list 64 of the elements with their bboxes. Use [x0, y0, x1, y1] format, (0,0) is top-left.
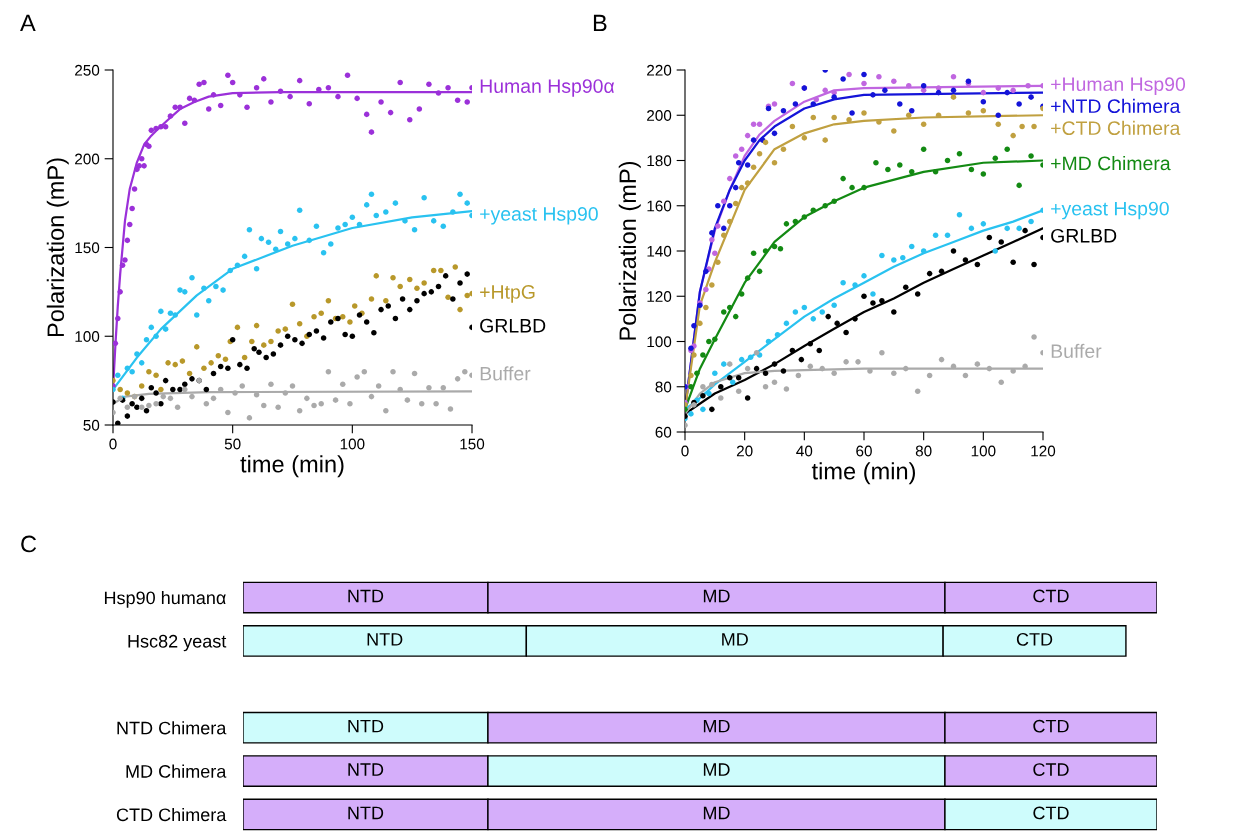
text: MD: [703, 806, 730, 820]
series-label: CTD: [1033, 589, 1069, 603]
y-tick-label: Hsp90 humanα: [104, 590, 226, 608]
y-tick-label: 180: [647, 155, 672, 167]
y-tick-label: 100: [647, 336, 672, 348]
y-tick-label: 200: [75, 153, 100, 165]
series-label: +yeast Hsp90: [1051, 201, 1169, 220]
y-tick-label: 140: [647, 245, 672, 257]
y-tick-label: 250: [75, 64, 100, 76]
text: C: [21, 535, 37, 553]
series-label: GRLBD: [480, 318, 546, 333]
y-tick-label: 160: [647, 200, 672, 212]
series-label: MD: [703, 589, 730, 603]
x-tick-label: 0: [109, 438, 117, 450]
text: CTD: [1033, 806, 1069, 820]
text: NTD: [367, 633, 403, 646]
x-tick-label: 80: [915, 445, 932, 457]
text: MD: [722, 633, 748, 646]
text: CTD: [1033, 719, 1069, 733]
series-label: GRLBD: [1051, 228, 1117, 243]
text: CTD: [1016, 632, 1053, 646]
text: NTD: [348, 806, 384, 820]
y-tick-label: 60: [655, 426, 672, 438]
y-tick-label: 100: [75, 331, 100, 342]
y-tick-label: MD Chimera: [126, 764, 227, 778]
y-tick-label: 80: [655, 381, 672, 393]
series-label: NTD: [348, 589, 384, 603]
text: A: [20, 14, 36, 32]
y-axis-title: Polarization (mP): [618, 161, 641, 340]
y-tick-label: NTD Chimera: [117, 721, 227, 735]
x-tick-label: 100: [340, 438, 365, 450]
x-tick-label: 150: [460, 438, 485, 450]
x-axis-title: time (min): [240, 455, 344, 478]
text: CTD: [1033, 763, 1069, 776]
series-label: Buffer: [1051, 343, 1102, 359]
text: B: [593, 14, 607, 32]
x-axis-title: time (min): [811, 462, 916, 485]
x-tick-label: 0: [681, 445, 689, 457]
series-label: +CTD Chimera: [1051, 120, 1181, 136]
text: NTD: [348, 719, 384, 733]
x-tick-label: 120: [1031, 445, 1056, 457]
text: NTD: [348, 763, 384, 776]
x-tick-label: 40: [796, 445, 813, 457]
text: MD: [703, 719, 730, 733]
text: MD: [703, 763, 730, 776]
series-label: +HtpG: [480, 285, 535, 303]
y-tick-label: Hsc82 yeast: [128, 634, 227, 652]
x-tick-label: 20: [736, 445, 753, 457]
x-tick-label: 100: [971, 445, 996, 457]
series-label: +Human Hsp90: [1051, 77, 1186, 95]
y-tick-label: 50: [83, 419, 100, 431]
y-tick-label: 120: [647, 291, 672, 302]
series-label: Buffer: [480, 366, 531, 381]
y-axis-title: Polarization (mP): [46, 158, 69, 337]
series-label: Human Hsp90α: [480, 79, 615, 97]
series-label: +MD Chimera: [1051, 155, 1171, 171]
x-tick-label: 50: [224, 438, 241, 450]
y-tick-label: CTD Chimera: [116, 807, 227, 822]
y-tick-label: 200: [647, 110, 672, 121]
x-tick-label: 60: [856, 445, 872, 457]
y-tick-label: 220: [647, 64, 672, 76]
series-label: +yeast Hsp90: [480, 207, 598, 225]
series-label: +NTD Chimera: [1051, 98, 1181, 114]
y-tick-label: 150: [75, 242, 100, 254]
